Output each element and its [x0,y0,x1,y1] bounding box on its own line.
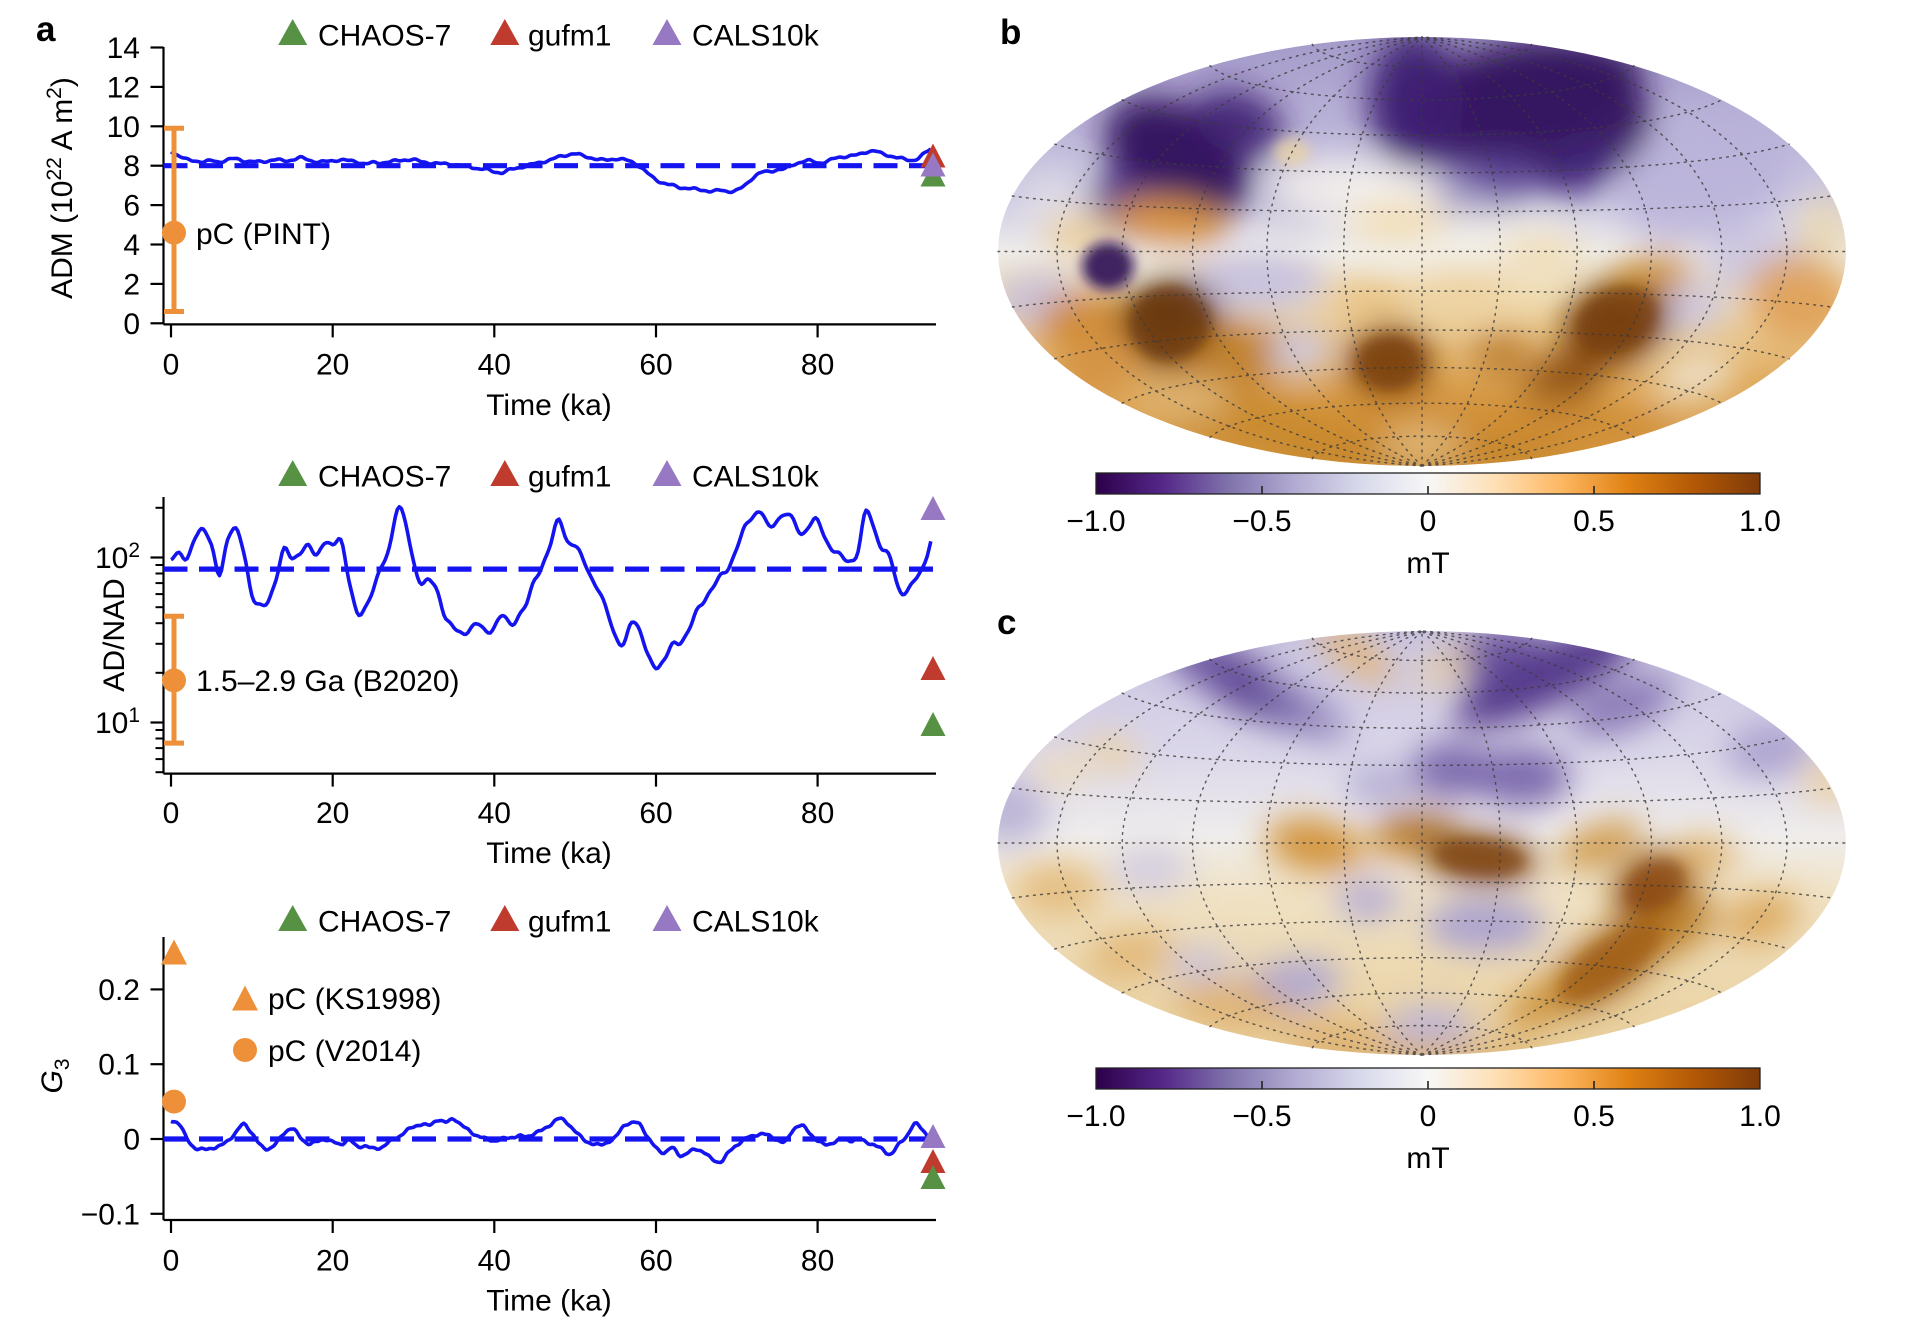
svg-text:−0.1: −0.1 [81,1198,140,1231]
svg-text:a: a [36,10,56,49]
svg-text:pC (V2014): pC (V2014) [268,1035,421,1068]
svg-text:Time (ka): Time (ka) [486,1285,612,1318]
svg-text:gufm1: gufm1 [528,461,611,494]
svg-text:2: 2 [123,268,140,301]
svg-text:Time (ka): Time (ka) [486,389,612,422]
svg-text:pC (KS1998): pC (KS1998) [268,983,441,1016]
svg-text:b: b [1000,13,1021,52]
svg-text:20: 20 [316,349,349,382]
svg-text:40: 40 [478,797,511,830]
svg-text:0: 0 [1420,505,1437,538]
svg-text:0: 0 [123,308,140,341]
svg-text:101: 101 [95,704,140,740]
svg-text:G3: G3 [36,1058,74,1093]
svg-text:c: c [997,603,1016,642]
svg-text:80: 80 [801,797,834,830]
svg-text:−1.0: −1.0 [1066,1100,1125,1133]
svg-text:−1.0: −1.0 [1066,505,1125,538]
svg-text:gufm1: gufm1 [528,906,611,939]
svg-text:14: 14 [107,32,140,65]
svg-text:0.5: 0.5 [1573,1100,1615,1133]
svg-text:AD/NAD: AD/NAD [98,578,131,691]
svg-text:40: 40 [478,349,511,382]
svg-text:12: 12 [107,71,140,104]
svg-text:6: 6 [123,190,140,223]
svg-text:0: 0 [163,1244,180,1277]
svg-text:60: 60 [639,1244,672,1277]
svg-text:−0.5: −0.5 [1232,505,1291,538]
svg-text:−0.5: −0.5 [1232,1100,1291,1133]
svg-text:CALS10k: CALS10k [692,906,820,939]
svg-text:0.2: 0.2 [98,974,140,1007]
svg-text:60: 60 [639,797,672,830]
svg-text:80: 80 [801,1244,834,1277]
svg-text:0.5: 0.5 [1573,505,1615,538]
svg-text:0: 0 [163,797,180,830]
svg-text:CHAOS-7: CHAOS-7 [318,20,451,53]
svg-text:CALS10k: CALS10k [692,20,820,53]
svg-text:pC (PINT): pC (PINT) [196,218,331,251]
svg-text:mT: mT [1406,1142,1449,1175]
svg-text:Time (ka): Time (ka) [486,837,612,870]
svg-text:mT: mT [1406,547,1449,580]
svg-text:20: 20 [316,1244,349,1277]
svg-text:ADM (1022 A m2): ADM (1022 A m2) [43,77,79,299]
svg-text:60: 60 [639,349,672,382]
svg-text:1.0: 1.0 [1739,1100,1781,1133]
svg-text:0: 0 [163,349,180,382]
svg-text:4: 4 [123,229,140,262]
svg-text:102: 102 [95,539,140,575]
svg-text:CALS10k: CALS10k [692,461,820,494]
svg-text:1.5–2.9 Ga (B2020): 1.5–2.9 Ga (B2020) [196,665,460,698]
svg-text:10: 10 [107,111,140,144]
svg-text:0.1: 0.1 [98,1049,140,1082]
svg-text:gufm1: gufm1 [528,20,611,53]
svg-text:20: 20 [316,797,349,830]
svg-text:1.0: 1.0 [1739,505,1781,538]
svg-text:80: 80 [801,349,834,382]
svg-text:40: 40 [478,1244,511,1277]
svg-text:8: 8 [123,150,140,183]
svg-text:0: 0 [1420,1100,1437,1133]
svg-text:CHAOS-7: CHAOS-7 [318,461,451,494]
svg-text:0: 0 [123,1124,140,1157]
svg-text:CHAOS-7: CHAOS-7 [318,906,451,939]
